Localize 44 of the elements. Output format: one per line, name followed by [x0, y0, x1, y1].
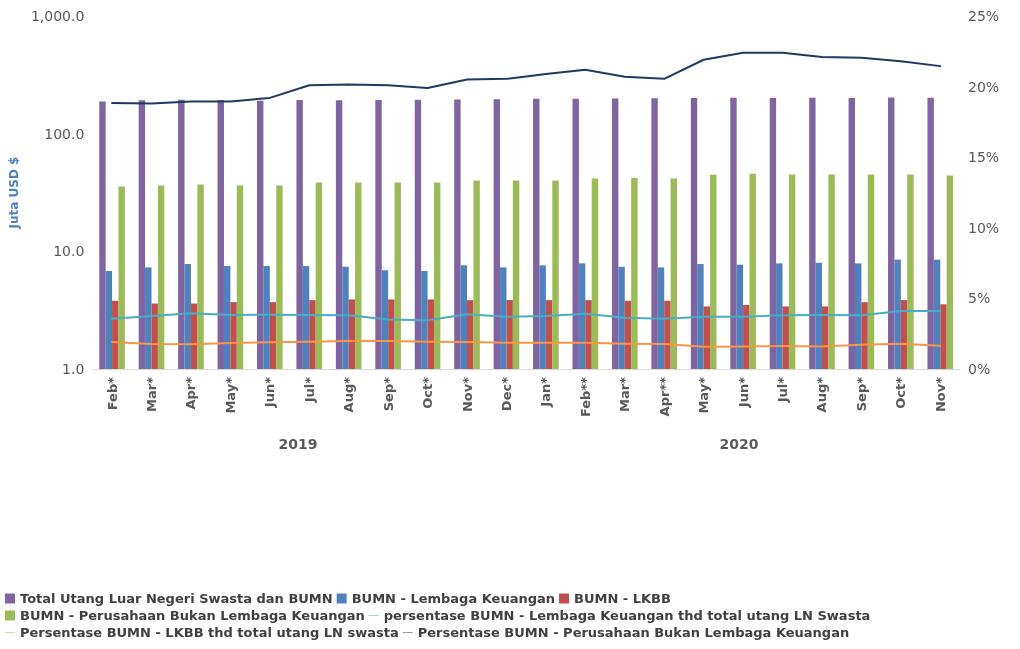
x-tick-label: May* — [696, 376, 712, 414]
y-axis-title: Juta USD $ — [7, 156, 21, 230]
x-tick-label: Feb** — [577, 376, 593, 418]
x-tick-label: Sep* — [853, 376, 869, 412]
x-tick-label: Apr* — [183, 376, 199, 410]
x-tick-label: Oct* — [893, 376, 909, 409]
line-series — [111, 51, 942, 105]
legend-label: Persentase BUMN - Perusahaan Bukan Lembaga Keuangan — [417, 625, 850, 640]
y2-tick-label: 5% — [968, 290, 991, 307]
x-tick-label: Nov* — [459, 376, 475, 413]
x-tick-label: Sep* — [380, 376, 396, 412]
y-tick-label: 1,000.0 — [30, 8, 85, 24]
x-tick-label: Jun* — [262, 376, 278, 409]
x-tick-label: Jul* — [301, 376, 317, 404]
y2-tick-label: 25% — [968, 8, 1000, 24]
x-tick-label: Dec* — [498, 376, 514, 412]
y2-tick-label: 15% — [968, 149, 1000, 166]
text: 2019 — [278, 436, 318, 452]
x-tick-label: Mar* — [617, 376, 633, 412]
legend-label: Persentase BUMN - LKBB thd total utang LN swasta — [20, 625, 399, 640]
y2-tick-label: 10% — [968, 219, 1000, 236]
x-tick-label: Aug* — [341, 376, 357, 413]
y2-tick-label: 0% — [968, 361, 991, 377]
x-tick-label: Apr** — [656, 376, 672, 417]
x-tick-label: Oct* — [420, 376, 436, 409]
x-tick-label: Jun* — [735, 376, 751, 409]
legend-label: BUMN - LKBB — [574, 591, 671, 606]
x-tick-label: Jul* — [775, 376, 791, 404]
x-tick-label: May* — [222, 376, 238, 414]
x-tick-label: Jan* — [538, 376, 554, 408]
text: 2020 — [719, 436, 759, 452]
y-tick-label: 1.0 — [62, 361, 85, 377]
x-tick-label: Nov* — [932, 376, 948, 413]
y-tick-label: 100.0 — [44, 125, 85, 142]
legend-label: BUMN - Perusahaan Bukan Lembaga Keuangan — [20, 608, 365, 623]
x-tick-label: Mar* — [144, 376, 159, 412]
legend-label: Total Utang Luar Negeri Swasta dan BUMN — [20, 591, 333, 606]
x-tick-label: Aug* — [814, 376, 830, 413]
y-tick-label: 10.0 — [53, 243, 85, 260]
legend-label: BUMN - Lembaga Keuangan — [351, 591, 556, 606]
line-series — [111, 310, 942, 322]
x-tick-label: Feb* — [104, 376, 120, 411]
y2-tick-label: 20% — [968, 78, 1000, 95]
legend-label: persentase BUMN - Lembaga Keuangan thd total utang LN Swasta — [383, 608, 871, 623]
